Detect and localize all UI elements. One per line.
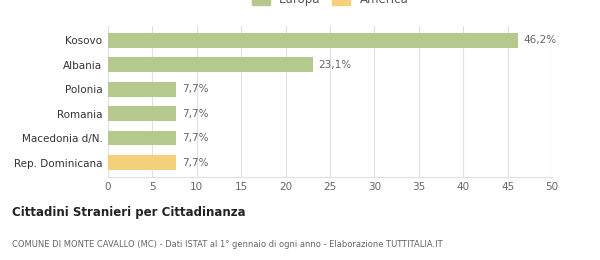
Bar (108, 155, 176, 170)
Bar (108, 57, 313, 72)
Text: 7,7%: 7,7% (182, 158, 208, 168)
Text: 23,1%: 23,1% (319, 60, 352, 70)
Text: COMUNE DI MONTE CAVALLO (MC) - Dati ISTAT al 1° gennaio di ogni anno - Elaborazi: COMUNE DI MONTE CAVALLO (MC) - Dati ISTA… (12, 240, 443, 249)
Text: 7,7%: 7,7% (182, 84, 208, 94)
Bar (108, 106, 176, 121)
Legend: Europa, America: Europa, America (248, 0, 412, 10)
Bar (108, 33, 518, 48)
Text: 46,2%: 46,2% (524, 35, 557, 45)
Bar (108, 131, 176, 145)
Text: 7,7%: 7,7% (182, 109, 208, 119)
Text: Cittadini Stranieri per Cittadinanza: Cittadini Stranieri per Cittadinanza (12, 206, 245, 219)
Text: 7,7%: 7,7% (182, 133, 208, 143)
Bar (108, 82, 176, 96)
